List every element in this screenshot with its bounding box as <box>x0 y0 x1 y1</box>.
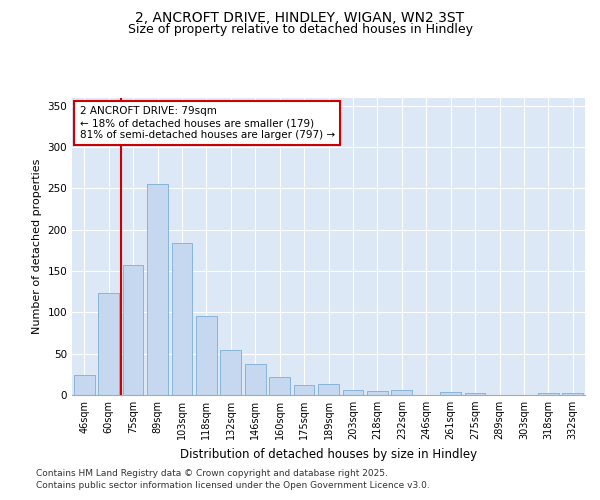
X-axis label: Distribution of detached houses by size in Hindley: Distribution of detached houses by size … <box>180 448 477 460</box>
Text: Contains HM Land Registry data © Crown copyright and database right 2025.: Contains HM Land Registry data © Crown c… <box>36 470 388 478</box>
Text: 2, ANCROFT DRIVE, HINDLEY, WIGAN, WN2 3ST: 2, ANCROFT DRIVE, HINDLEY, WIGAN, WN2 3S… <box>136 12 464 26</box>
Bar <box>367 391 388 395</box>
Bar <box>293 385 314 395</box>
Bar <box>318 384 339 395</box>
Bar <box>440 392 461 395</box>
Y-axis label: Number of detached properties: Number of detached properties <box>32 158 42 334</box>
Bar <box>147 184 168 395</box>
Bar <box>74 375 95 395</box>
Bar <box>343 390 364 395</box>
Text: 2 ANCROFT DRIVE: 79sqm
← 18% of detached houses are smaller (179)
81% of semi-de: 2 ANCROFT DRIVE: 79sqm ← 18% of detached… <box>80 106 335 140</box>
Bar <box>269 377 290 395</box>
Bar <box>98 294 119 395</box>
Bar <box>220 350 241 395</box>
Bar <box>122 266 143 395</box>
Bar <box>391 390 412 395</box>
Bar <box>464 392 485 395</box>
Bar <box>245 364 266 395</box>
Bar <box>562 394 583 395</box>
Bar <box>538 394 559 395</box>
Text: Size of property relative to detached houses in Hindley: Size of property relative to detached ho… <box>128 24 473 36</box>
Bar <box>172 243 193 395</box>
Text: Contains public sector information licensed under the Open Government Licence v3: Contains public sector information licen… <box>36 480 430 490</box>
Bar <box>196 316 217 395</box>
